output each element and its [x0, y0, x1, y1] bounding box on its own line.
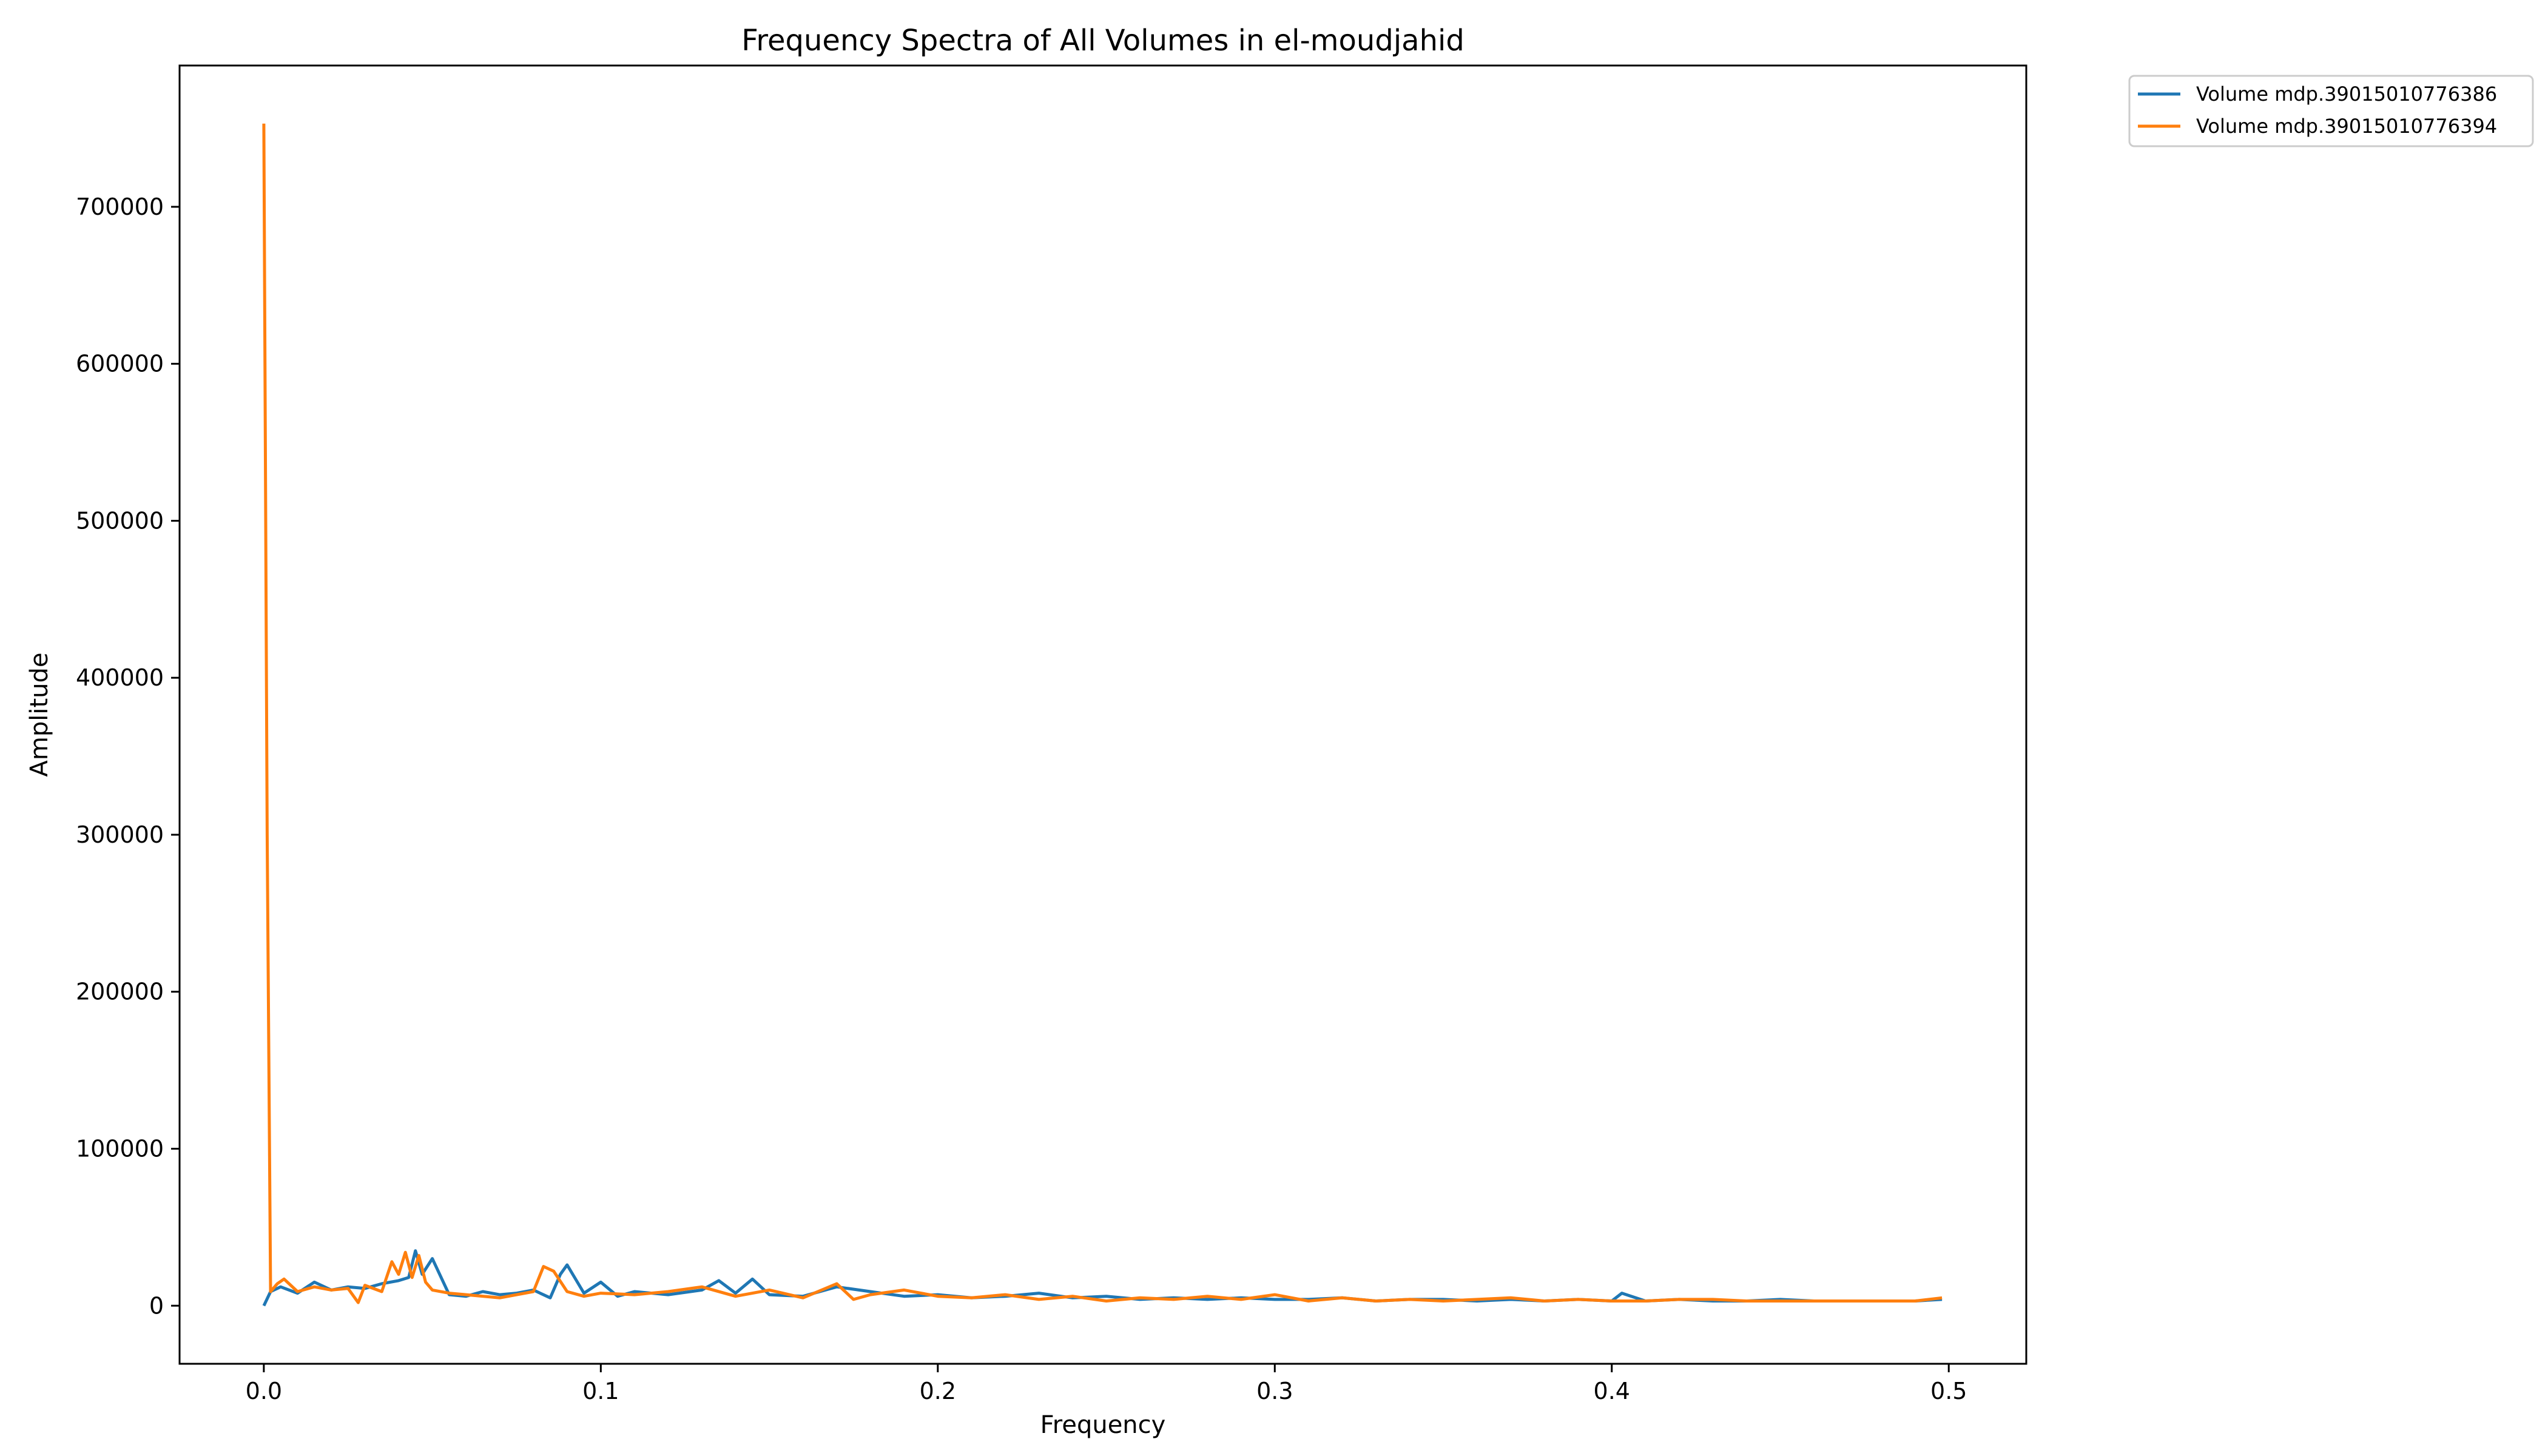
- x-tick-label: 0.0: [246, 1378, 282, 1404]
- y-tick-label: 0: [149, 1292, 164, 1319]
- y-axis: 0 100000 200000 300000 400000 500000 600000 700…: [76, 194, 180, 1319]
- legend-label-1: Volume mdp.39015010776386: [2196, 83, 2497, 106]
- series-line-1: [262, 1249, 1943, 1307]
- legend-label-2: Volume mdp.39015010776394: [2196, 115, 2497, 138]
- x-tick-label: 0.1: [582, 1378, 619, 1404]
- y-tick-label: 400000: [76, 664, 164, 691]
- x-tick-label: 0.4: [1594, 1378, 1630, 1404]
- chart-title: Frequency Spectra of All Volumes in el-m…: [741, 24, 1464, 58]
- series-line-2: [262, 123, 1943, 1304]
- y-tick-label: 500000: [76, 507, 164, 534]
- y-tick-label: 700000: [76, 194, 164, 220]
- y-tick-label: 200000: [76, 979, 164, 1005]
- x-axis: 0.0 0.1 0.2 0.3 0.4 0.5: [246, 1364, 1967, 1404]
- x-tick-label: 0.2: [920, 1378, 956, 1404]
- y-tick-label: 300000: [76, 821, 164, 848]
- y-tick-label: 100000: [76, 1135, 164, 1162]
- legend-frame: [2128, 75, 2534, 147]
- plot-area: [178, 64, 2027, 1365]
- x-tick-label: 0.5: [1930, 1378, 1967, 1404]
- plot-frame: [178, 64, 2027, 1365]
- y-axis-label: Amplitude: [25, 653, 53, 777]
- x-tick-label: 0.3: [1256, 1378, 1293, 1404]
- legend: Volume mdp.39015010776386 Volume mdp.390…: [2128, 75, 2534, 147]
- y-tick-label: 600000: [76, 351, 164, 377]
- x-axis-label: Frequency: [1040, 1411, 1166, 1439]
